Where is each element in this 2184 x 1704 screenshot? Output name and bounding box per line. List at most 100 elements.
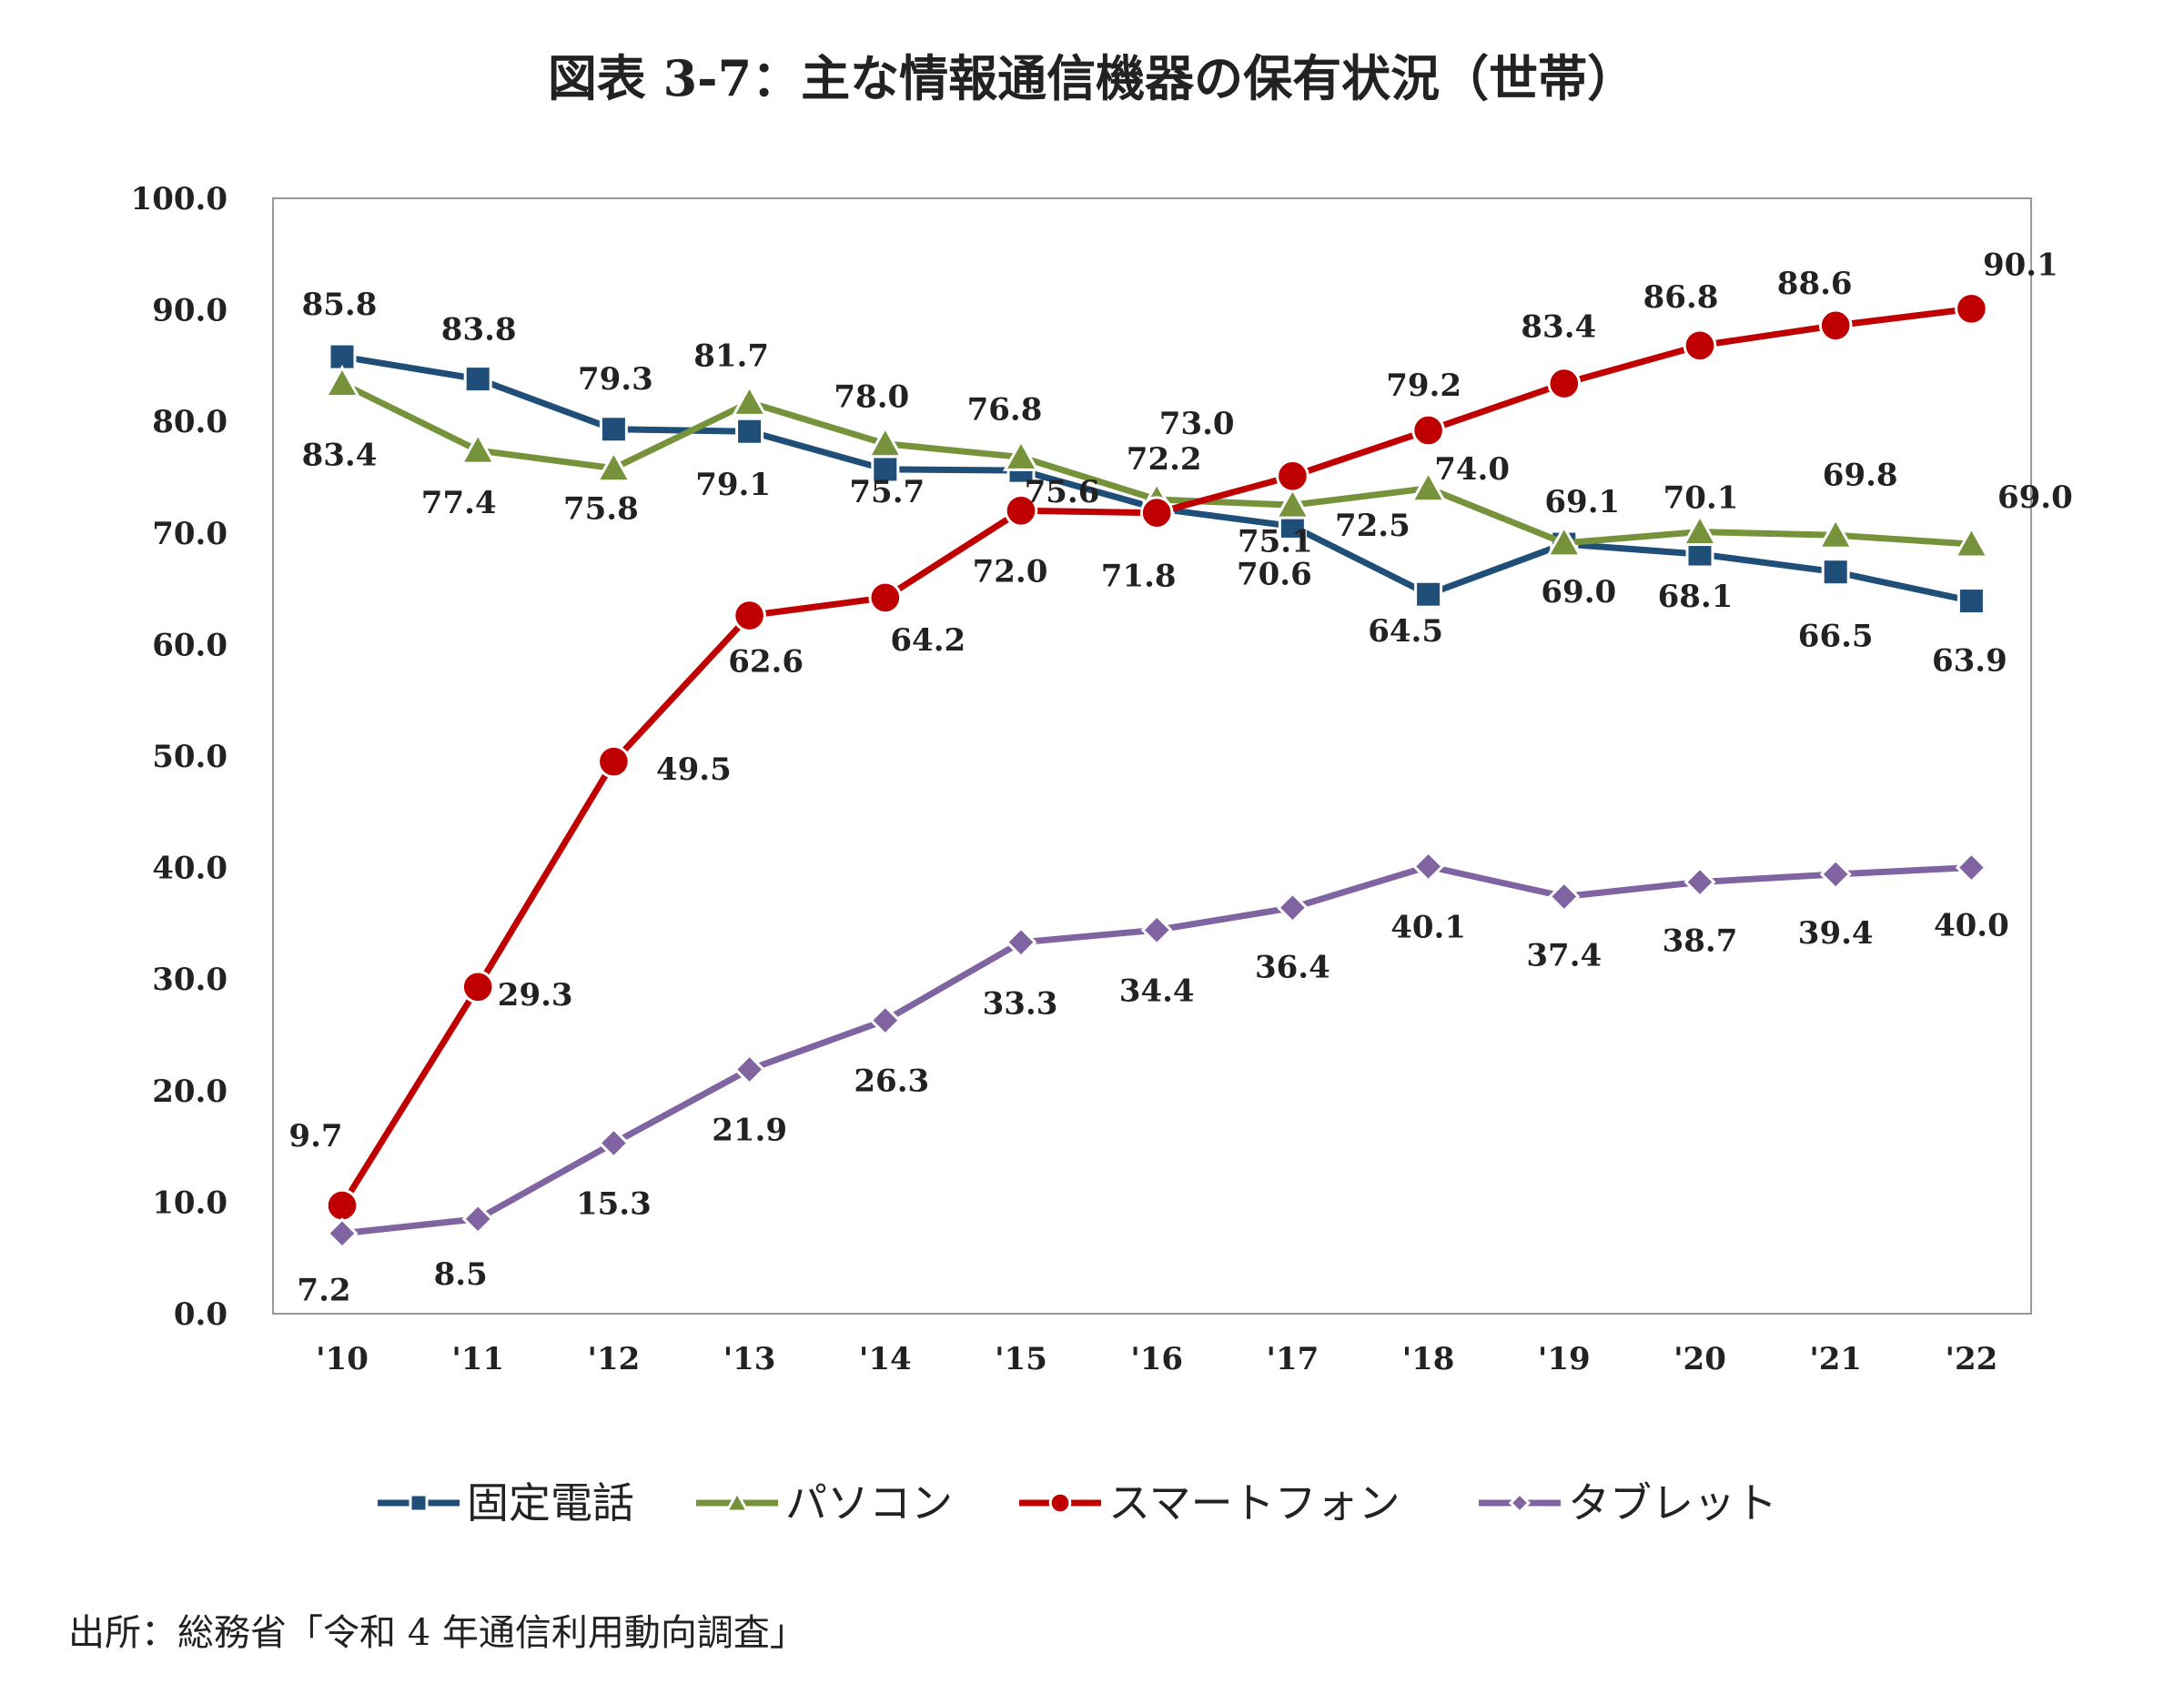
circle-marker <box>1004 493 1038 528</box>
y-tick-label: 90.0 <box>152 293 228 329</box>
plot-area-border <box>272 197 2032 1315</box>
y-tick-label: 70.0 <box>152 516 228 552</box>
data-label: 72.2 <box>1127 441 1202 478</box>
triangle-marker <box>731 383 768 417</box>
data-label: 26.3 <box>854 1064 929 1100</box>
data-label: 38.7 <box>1663 923 1738 960</box>
data-label: 79.3 <box>578 361 653 398</box>
data-label: 9.7 <box>288 1118 342 1154</box>
y-tick-label: 20.0 <box>152 1074 228 1110</box>
data-label: 70.6 <box>1237 556 1312 592</box>
triangle-marker <box>1681 512 1719 547</box>
circle-marker <box>1411 413 1445 448</box>
diamond-marker <box>1276 892 1309 924</box>
data-label: 69.0 <box>1541 574 1616 610</box>
legend-label: スマートフォン <box>1108 1478 1400 1528</box>
square-marker <box>1956 587 1986 616</box>
data-label: 75.7 <box>849 474 925 510</box>
data-label: 64.2 <box>890 622 966 659</box>
data-label: 79.1 <box>695 467 771 503</box>
data-label: 85.8 <box>302 287 378 323</box>
data-label: 8.5 <box>434 1256 488 1293</box>
data-label: 36.4 <box>1255 950 1330 986</box>
diamond-marker <box>461 1203 494 1235</box>
triangle-marker <box>460 431 497 465</box>
data-label: 72.0 <box>973 553 1048 590</box>
diamond-marker <box>1684 866 1716 899</box>
triangle-marker <box>1002 438 1040 471</box>
square-marker <box>1414 580 1443 609</box>
chart-title: 図表 3-7：主な情報通信機器の保有状況（世帯） <box>547 49 1637 107</box>
data-label: 90.1 <box>1983 247 2058 283</box>
circle-marker <box>1955 292 1988 326</box>
data-label: 69.0 <box>1997 479 2073 516</box>
data-label: 70.1 <box>1663 480 1739 517</box>
data-label: 34.4 <box>1119 973 1195 1009</box>
circle-marker <box>597 744 631 779</box>
data-label: 75.1 <box>1238 523 1313 560</box>
data-label: 66.5 <box>1798 619 1874 655</box>
circle-marker <box>1276 459 1309 493</box>
legend-diamond-marker <box>1508 1491 1532 1515</box>
data-label: 49.5 <box>656 751 732 788</box>
square-marker <box>871 455 900 484</box>
legend-item: スマートフォン <box>1019 1478 1400 1528</box>
y-tick-label: 50.0 <box>152 739 228 775</box>
triangle-marker <box>1410 469 1447 503</box>
circle-marker <box>733 599 766 632</box>
data-label: 74.0 <box>1434 451 1510 488</box>
diamond-marker <box>326 1217 359 1250</box>
circle-marker <box>868 580 903 615</box>
circle-marker <box>325 1188 359 1223</box>
data-label: 76.8 <box>967 391 1043 428</box>
data-label: 63.9 <box>1932 643 2007 680</box>
triangle-marker <box>595 449 632 483</box>
x-tick-label: '11 <box>451 1341 504 1377</box>
data-label: 69.1 <box>1544 484 1620 520</box>
diamond-marker <box>1548 880 1581 912</box>
data-label: 64.5 <box>1368 613 1443 650</box>
source-note: 出所：総務省「令和 4 年通信利用動向調査」 <box>68 1612 806 1654</box>
data-label: 40.1 <box>1390 909 1466 945</box>
data-label: 15.3 <box>576 1185 652 1222</box>
y-tick-label: 80.0 <box>152 404 228 440</box>
x-axis: '10 '11 '12 '13 '14 '15 '16 '17 '18 '19 '20 '21 '22 <box>316 1341 1997 1377</box>
x-tick-label: '12 <box>588 1341 641 1377</box>
diamond-marker <box>1140 913 1173 946</box>
data-label: 29.3 <box>498 977 573 1013</box>
square-marker <box>735 417 764 446</box>
triangle-marker <box>1817 516 1855 550</box>
diamond-marker <box>1955 852 1987 884</box>
legend-label: 固定電話 <box>467 1478 634 1528</box>
diamond-marker <box>1819 858 1852 891</box>
x-tick-label: '10 <box>316 1341 369 1377</box>
legend-circle-marker <box>1048 1491 1072 1515</box>
y-tick-label: 60.0 <box>152 627 228 663</box>
data-label: 33.3 <box>983 986 1058 1023</box>
data-label: 72.5 <box>1335 508 1410 544</box>
data-label: 83.4 <box>302 438 378 474</box>
triangle-marker <box>866 425 904 459</box>
diamond-marker <box>869 1004 902 1037</box>
legend-item: パソコン <box>696 1478 953 1528</box>
y-tick-label: 30.0 <box>152 962 228 998</box>
data-label: 88.6 <box>1777 266 1853 302</box>
data-label: 7.2 <box>297 1273 350 1309</box>
x-tick-label: '19 <box>1538 1341 1591 1377</box>
data-label: 78.0 <box>834 379 909 416</box>
circle-marker <box>1139 496 1174 530</box>
diamond-marker <box>597 1126 630 1159</box>
data-label: 75.8 <box>563 491 639 528</box>
legend-item: 固定電話 <box>378 1478 634 1528</box>
triangle-marker <box>1545 524 1582 558</box>
x-tick-label: '13 <box>723 1341 776 1377</box>
data-label: 81.7 <box>693 338 769 374</box>
data-label: 77.4 <box>421 485 497 521</box>
data-label: 83.8 <box>441 312 517 348</box>
x-tick-label: '17 <box>1267 1341 1320 1377</box>
square-marker <box>599 415 628 444</box>
series-layer <box>323 292 1990 1250</box>
data-label: 69.8 <box>1823 457 1898 493</box>
triangle-marker <box>323 364 361 398</box>
